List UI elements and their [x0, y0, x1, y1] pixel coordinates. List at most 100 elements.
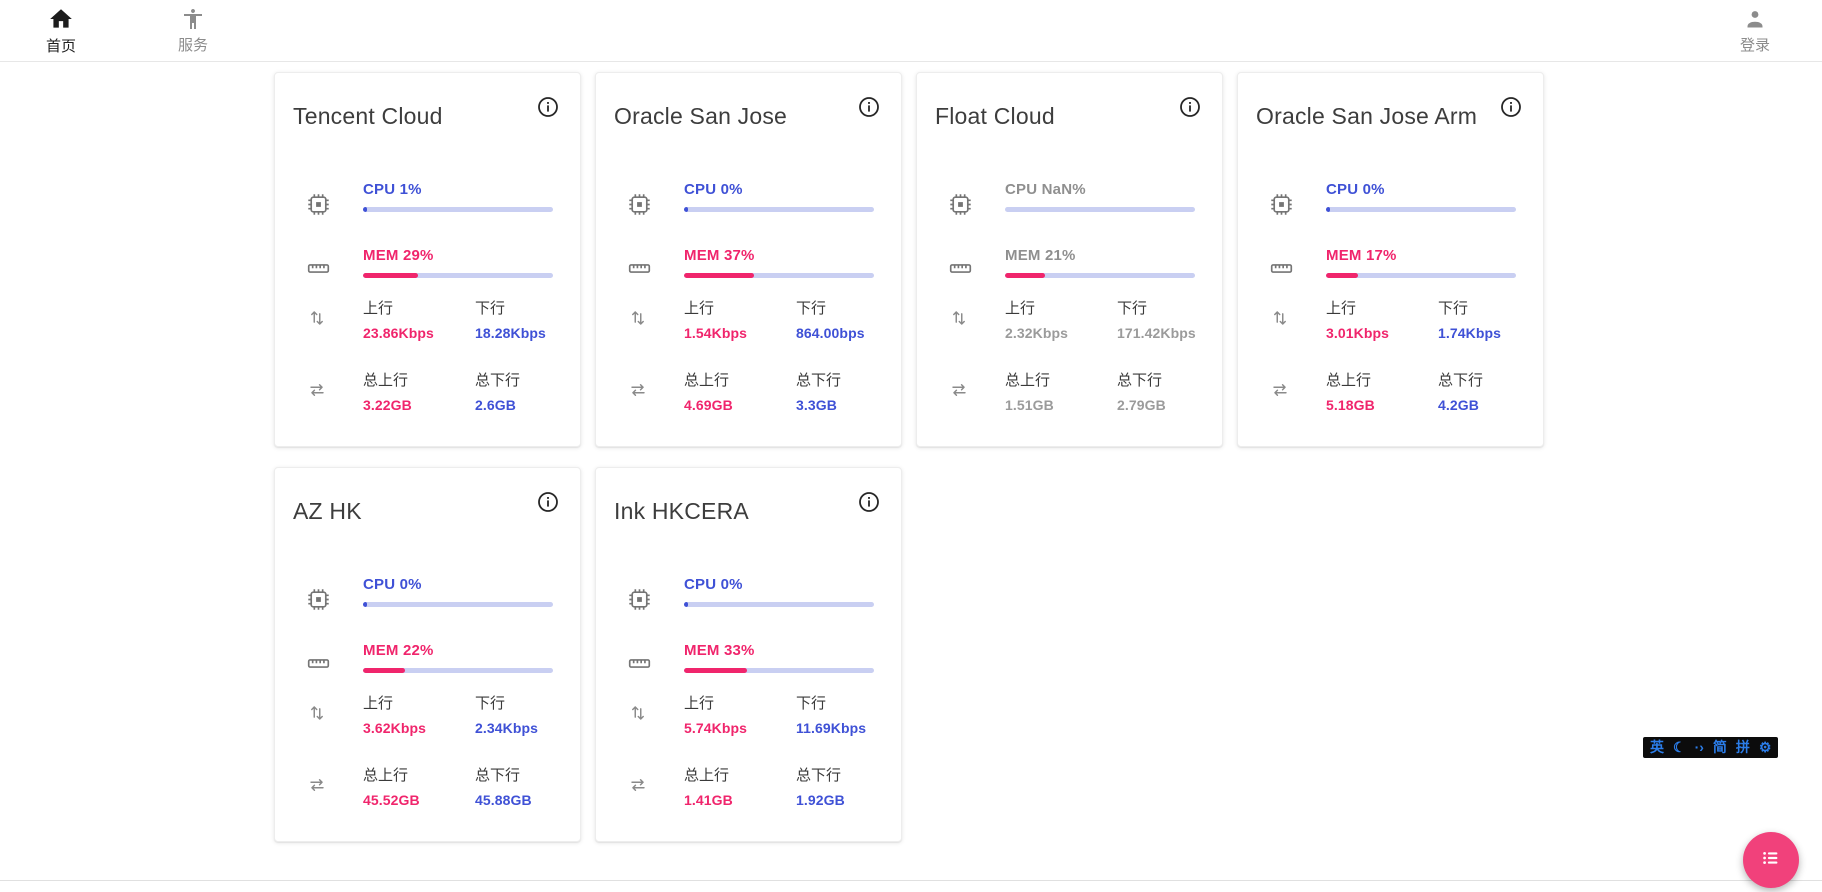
- cpu-bar-fill: [1326, 207, 1330, 212]
- upload-value: 3.01Kbps: [1326, 325, 1390, 341]
- totals-row: 总上行 1.51GB 总下行 2.79GB: [1005, 369, 1229, 413]
- cpu-usage-text: CPU 0%: [1326, 181, 1385, 198]
- total-upload-value: 4.69GB: [684, 397, 733, 413]
- server-card: Float Cloud CPU NaN%: [916, 72, 1223, 447]
- ime-pinyin-mode[interactable]: 拼: [1735, 739, 1750, 755]
- mem-progress-bar: [684, 668, 874, 673]
- memory-ruler-icon: [306, 651, 331, 681]
- mem-usage-text: MEM 37%: [684, 247, 755, 264]
- nav-item-login[interactable]: 登录: [1720, 0, 1790, 62]
- ime-moon-icon[interactable]: ☾: [1673, 739, 1686, 755]
- cpu-chip-icon: [306, 587, 331, 617]
- total-download: 总下行 2.6GB: [475, 369, 587, 413]
- download-speed: 下行 171.42Kbps: [1117, 297, 1229, 341]
- server-list-fab[interactable]: [1743, 832, 1799, 888]
- speed-row: 上行 2.32Kbps 下行 171.42Kbps: [1005, 297, 1229, 341]
- download-value: 11.69Kbps: [796, 720, 867, 736]
- nav-item-home[interactable]: 首页: [26, 0, 96, 62]
- memory-ruler-icon: [948, 256, 973, 286]
- totals-row: 总上行 4.69GB 总下行 3.3GB: [684, 369, 908, 413]
- upload-speed: 上行 2.32Kbps: [1005, 297, 1117, 341]
- info-icon[interactable]: [1178, 95, 1202, 119]
- total-upload-label: 总上行: [1326, 372, 1372, 389]
- info-icon[interactable]: [857, 490, 881, 514]
- server-name: Tencent Cloud: [293, 103, 443, 129]
- nav-item-label: 首页: [45, 38, 76, 55]
- total-upload-value: 5.18GB: [1326, 397, 1375, 413]
- download-label: 下行: [1117, 300, 1148, 317]
- account-icon: [1743, 7, 1767, 36]
- download-value: 864.00bps: [796, 325, 865, 341]
- swap-vertical-icon: [306, 307, 328, 334]
- upload-value: 2.32Kbps: [1005, 325, 1069, 341]
- cpu-progress-bar: [684, 207, 874, 212]
- upload-speed: 上行 3.01Kbps: [1326, 297, 1438, 341]
- total-download-label: 总下行: [1117, 372, 1163, 389]
- upload-speed: 上行 5.74Kbps: [684, 692, 796, 736]
- mem-usage-text: MEM 33%: [684, 642, 755, 659]
- cpu-meter: CPU 0%: [684, 576, 874, 607]
- download-label: 下行: [796, 695, 827, 712]
- ime-punctuation-icon[interactable]: ·›: [1694, 739, 1704, 755]
- cpu-chip-icon: [306, 192, 331, 222]
- swap-horizontal-icon: [306, 774, 328, 801]
- cpu-chip-icon: [948, 192, 973, 222]
- total-download-label: 总下行: [475, 372, 521, 389]
- server-card: Oracle San Jose CPU 0%: [595, 72, 902, 447]
- nav-item-services[interactable]: 服务: [158, 0, 228, 62]
- person-standing-icon: [181, 7, 205, 36]
- cpu-bar-fill: [363, 207, 367, 212]
- total-upload-value: 45.52GB: [363, 792, 420, 808]
- ime-english-mode[interactable]: 英: [1650, 739, 1664, 755]
- total-download-label: 总下行: [1438, 372, 1484, 389]
- download-label: 下行: [796, 300, 827, 317]
- cpu-usage-text: CPU 0%: [684, 181, 743, 198]
- total-download-value: 1.92GB: [796, 792, 845, 808]
- total-download-value: 3.3GB: [796, 397, 837, 413]
- info-icon[interactable]: [536, 95, 560, 119]
- speed-row: 上行 23.86Kbps 下行 18.28Kbps: [363, 297, 587, 341]
- server-card: Oracle San Jose Arm CPU 0%: [1237, 72, 1544, 447]
- total-upload-label: 总上行: [684, 372, 730, 389]
- download-speed: 下行 2.34Kbps: [475, 692, 587, 736]
- cpu-bar-fill: [363, 602, 367, 607]
- cpu-bar-fill: [684, 602, 688, 607]
- swap-horizontal-icon: [1269, 379, 1291, 406]
- upload-speed: 上行 1.54Kbps: [684, 297, 796, 341]
- swap-vertical-icon: [627, 307, 649, 334]
- info-icon[interactable]: [857, 95, 881, 119]
- swap-horizontal-icon: [948, 379, 970, 406]
- total-download: 总下行 45.88GB: [475, 764, 587, 808]
- nav-item-label: 服务: [177, 37, 208, 54]
- download-value: 1.74Kbps: [1438, 325, 1502, 341]
- download-label: 下行: [475, 300, 506, 317]
- cpu-usage-text: CPU 1%: [363, 181, 422, 198]
- swap-vertical-icon: [948, 307, 970, 334]
- total-upload-label: 总上行: [363, 372, 409, 389]
- server-card: Tencent Cloud CPU 1%: [274, 72, 581, 447]
- server-name: Ink HKCERA: [614, 498, 749, 524]
- mem-meter: MEM 22%: [363, 642, 553, 673]
- swap-vertical-icon: [1269, 307, 1291, 334]
- cpu-progress-bar: [684, 602, 874, 607]
- total-download-value: 4.2GB: [1438, 397, 1479, 413]
- download-speed: 下行 18.28Kbps: [475, 297, 587, 341]
- info-icon[interactable]: [1499, 95, 1523, 119]
- swap-vertical-icon: [306, 702, 328, 729]
- total-download-label: 总下行: [475, 767, 521, 784]
- ime-simplified-chinese[interactable]: 简: [1712, 739, 1727, 755]
- speed-row: 上行 3.01Kbps 下行 1.74Kbps: [1326, 297, 1550, 341]
- download-speed: 下行 1.74Kbps: [1438, 297, 1550, 341]
- upload-label: 上行: [1005, 300, 1036, 317]
- speed-row: 上行 1.54Kbps 下行 864.00bps: [684, 297, 908, 341]
- total-upload-label: 总上行: [1005, 372, 1051, 389]
- ime-status-bar[interactable]: 英 ☾ ·› 简拼 ⚙: [1643, 737, 1779, 758]
- mem-progress-bar: [684, 273, 874, 278]
- info-icon[interactable]: [536, 490, 560, 514]
- cpu-meter: CPU 0%: [363, 576, 553, 607]
- ime-settings-gear-icon[interactable]: ⚙: [1758, 739, 1772, 755]
- list-icon: [1760, 847, 1782, 874]
- download-value: 171.42Kbps: [1117, 325, 1196, 341]
- upload-label: 上行: [1326, 300, 1357, 317]
- mem-usage-text: MEM 22%: [363, 642, 434, 659]
